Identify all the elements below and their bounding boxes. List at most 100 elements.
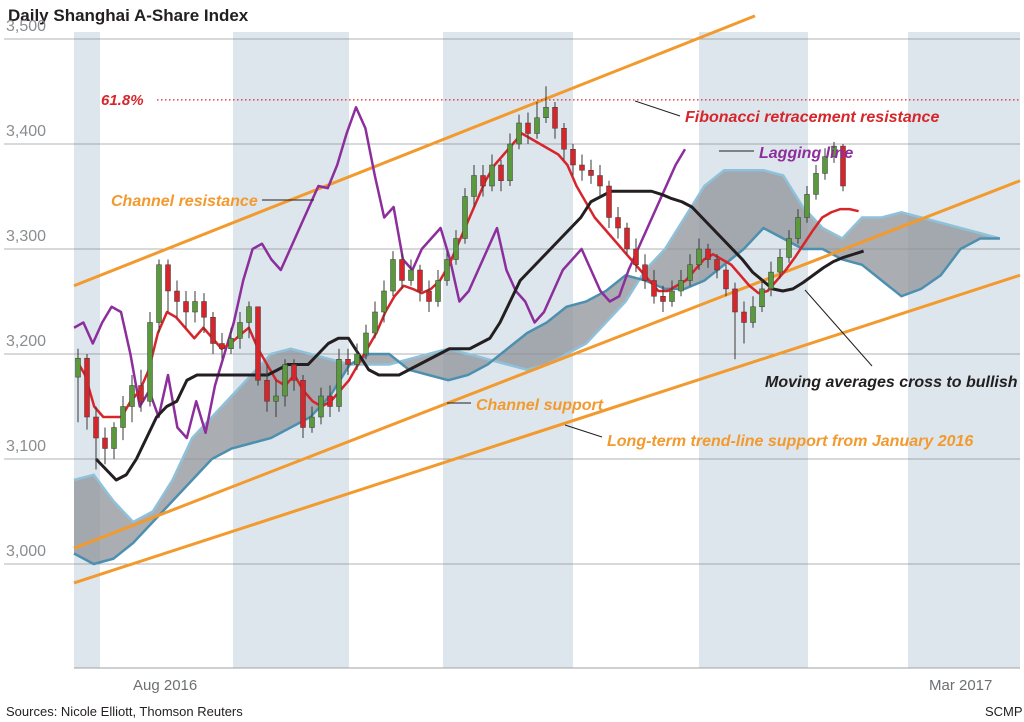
channel-line [73, 179, 1021, 550]
candle-body [813, 173, 819, 195]
candle-body [678, 280, 684, 292]
candle-body [291, 364, 297, 381]
candle-body [237, 322, 243, 339]
channel-line [73, 14, 756, 288]
candle-body [687, 264, 693, 281]
candle-body [381, 290, 387, 313]
candle-body [156, 264, 162, 323]
candle-body [174, 290, 180, 302]
candle-body [165, 264, 171, 292]
candle-body [471, 175, 477, 197]
candle-body [651, 280, 657, 297]
candle-body [426, 290, 432, 302]
channel-line [73, 273, 1021, 585]
candle-body [309, 416, 315, 428]
candle-body [714, 259, 720, 271]
candle-body [282, 364, 288, 397]
candle-body [255, 306, 261, 381]
candle-body [561, 128, 567, 150]
candle-body [480, 175, 486, 187]
candle-body [732, 288, 738, 313]
candlesticks [75, 86, 846, 470]
candle-body [183, 301, 189, 313]
y-tick-label: 3,100 [6, 438, 46, 455]
ma-cross-annotation: Moving averages cross to bullish [765, 374, 1018, 391]
candle-body [489, 164, 495, 187]
candle-body [831, 145, 837, 157]
candle-body [462, 196, 468, 239]
candle-body [336, 359, 342, 407]
candle-body [129, 385, 135, 407]
candle-body [84, 357, 90, 418]
lagging-line [73, 106, 687, 440]
candle-body [210, 317, 216, 344]
candle-body [390, 259, 396, 292]
candle-body [273, 395, 279, 402]
candle-body [246, 306, 252, 323]
candle-body [705, 248, 711, 260]
candle-body [750, 306, 756, 323]
candle-body [300, 380, 306, 428]
candle-body [669, 290, 675, 302]
candle-body [138, 385, 144, 402]
fibonacci-level-label: 61.8% [101, 92, 144, 109]
candle-body [543, 107, 549, 118]
y-tick-label: 3,400 [6, 123, 46, 140]
candle-body [570, 149, 576, 166]
candle-body [660, 296, 666, 302]
candle-body [840, 145, 846, 187]
candle-body [777, 257, 783, 273]
candle-body [822, 156, 828, 174]
candle-body [723, 269, 729, 290]
y-tick-label: 3,200 [6, 333, 46, 350]
candle-body [264, 380, 270, 402]
candle-body [327, 395, 333, 407]
candle-body [516, 122, 522, 145]
candle-body [345, 359, 351, 365]
candle-body [507, 143, 513, 181]
candle-body [120, 406, 126, 428]
candle-body [201, 301, 207, 318]
month-band [908, 32, 1020, 668]
candle-body [633, 248, 639, 265]
candle-body [804, 194, 810, 218]
candle-body [192, 301, 198, 313]
annotation-leader-lines [262, 100, 873, 438]
candle-body [147, 322, 153, 402]
x-label-aug-2016: Aug 2016 [133, 677, 197, 694]
leader-line [804, 289, 873, 367]
channel-support-annotation: Channel support [476, 397, 604, 414]
chart-title: Daily Shanghai A-Share Index [8, 6, 249, 25]
candle-body [552, 107, 558, 129]
candle-body [768, 271, 774, 290]
y-tick-label: 3,500 [6, 18, 46, 35]
candle-body [75, 357, 81, 378]
candle-body [741, 311, 747, 323]
leader-line [564, 424, 603, 438]
candle-body [102, 437, 108, 449]
candle-body [759, 288, 765, 307]
candle-body [354, 353, 360, 365]
black-moving-average [94, 189, 865, 482]
candle-body [408, 269, 414, 281]
candle-body [624, 227, 630, 250]
candle-body [318, 395, 324, 418]
candle-body [444, 259, 450, 281]
candle-body [696, 248, 702, 265]
candle-body [417, 269, 423, 292]
y-tick-label: 3,000 [6, 543, 46, 560]
credit-note: SCMP [985, 704, 1023, 719]
lagging-line-annotation: Lagging line [759, 145, 853, 162]
candle-body [579, 164, 585, 171]
candle-body [498, 164, 504, 181]
candle-body [363, 332, 369, 355]
candle-body [435, 280, 441, 302]
candle-body [219, 343, 225, 349]
source-note: Sources: Nicole Elliott, Thomson Reuters [6, 704, 243, 719]
candle-body [786, 238, 792, 258]
candle-body [606, 185, 612, 218]
cloud-lower-edge [73, 226, 1000, 566]
candle-body [795, 217, 801, 239]
candle-body [93, 416, 99, 439]
trend-channels [73, 14, 1021, 585]
